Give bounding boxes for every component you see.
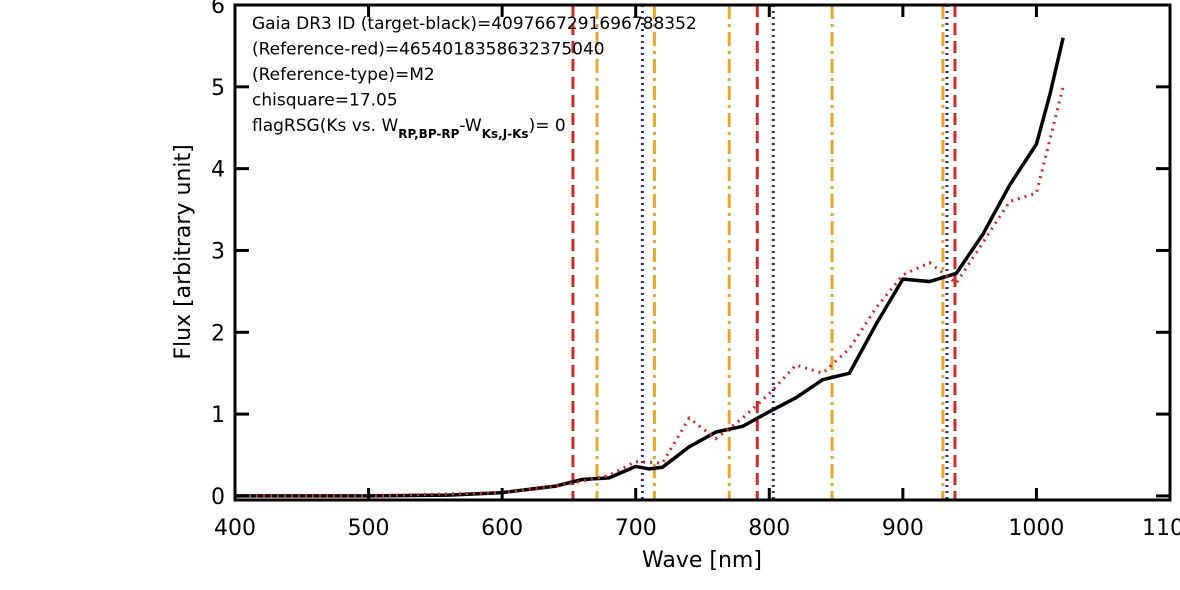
x-tick-label: 900	[882, 516, 924, 541]
x-tick-label: 500	[348, 516, 390, 541]
annotation-part: Ks,J-Ks	[482, 127, 529, 141]
annotation-part: )= 0	[529, 116, 566, 136]
x-tick-label: 400	[214, 516, 256, 541]
spectrum-line	[235, 37, 1065, 498]
annotation-part: -W	[459, 116, 481, 136]
y-tick-label: 4	[211, 158, 225, 183]
annotation: flagRSG(Ks vs. WRP,BP-RP-WKs,J-Ks)= 0	[252, 116, 566, 141]
annotation: Gaia DR3 ID (target-black)=4097667291696…	[252, 14, 697, 34]
x-tick-label: 1000	[1008, 516, 1064, 541]
annotation-part: flagRSG(Ks vs. W	[252, 116, 398, 136]
x-tick-label: 700	[615, 516, 657, 541]
x-axis-label: Wave [nm]	[642, 548, 762, 573]
y-axis-label: Flux [arbitrary unit]	[171, 144, 196, 359]
x-tick-label: 600	[481, 516, 523, 541]
x-tick-label: 800	[748, 516, 790, 541]
y-tick-label: 0	[211, 485, 225, 510]
plot-frame	[233, 3, 1172, 502]
y-tick-label: 2	[211, 321, 225, 346]
y-tick-label: 6	[211, 0, 225, 19]
y-tick-label: 1	[211, 403, 225, 428]
annotation-part: RP,BP-RP	[398, 127, 459, 141]
annotation: chisquare=17.05	[252, 91, 398, 111]
spectrum-line	[235, 86, 1065, 498]
annotation: (Reference-red)=4654018358632375040	[252, 40, 605, 60]
y-tick-label: 5	[211, 76, 225, 101]
y-tick-label: 3	[211, 239, 225, 264]
annotation: (Reference-type)=M2	[252, 65, 435, 85]
